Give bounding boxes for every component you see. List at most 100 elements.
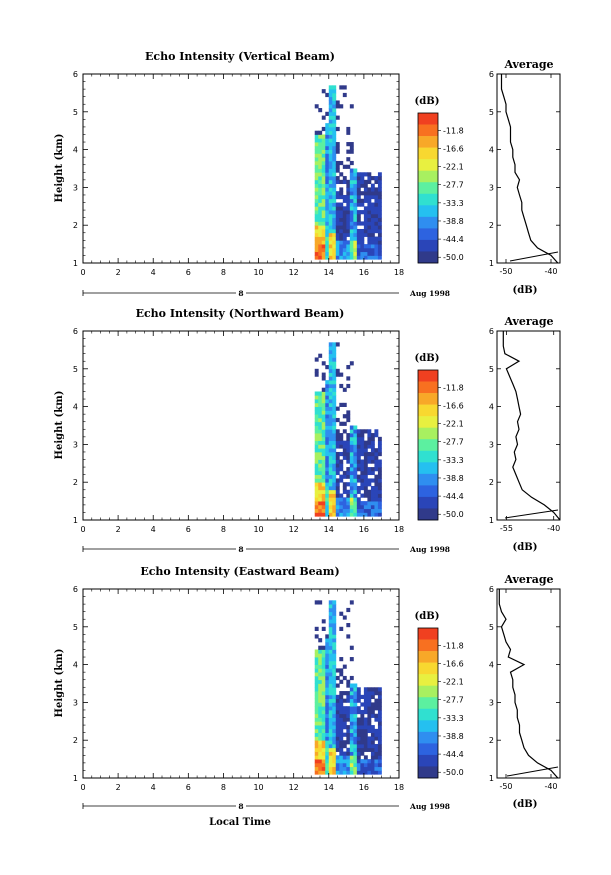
heatmap-cell <box>332 512 337 517</box>
heatmap-cell <box>332 221 337 226</box>
heatmap-cell <box>346 232 351 237</box>
heatmap-cell <box>314 104 319 109</box>
heatmap-cell <box>328 92 333 98</box>
heatmap-cell <box>363 221 368 226</box>
heatmap-cell <box>328 675 333 681</box>
heatmap-cell <box>318 455 323 460</box>
heatmap-cell <box>332 346 337 351</box>
heatmap-cell <box>328 149 333 154</box>
heatmap-cell <box>321 164 326 169</box>
heatmap-cell <box>356 459 361 464</box>
heatmap-cell <box>325 198 330 203</box>
heatmap-cell <box>328 508 333 513</box>
heatmap-cell <box>325 149 330 154</box>
heatmap-cell <box>314 683 319 688</box>
heatmap-cell <box>328 474 333 479</box>
heatmap-cell <box>356 247 361 253</box>
heatmap-cell <box>321 455 326 460</box>
heatmap-cell <box>370 485 375 491</box>
heatmap-cell <box>374 751 379 756</box>
heatmap-cell <box>314 675 319 681</box>
heatmap-cell <box>335 191 340 196</box>
heatmap-cell <box>328 672 333 677</box>
heatmap-cell <box>314 649 319 654</box>
heatmap-cell <box>328 210 333 215</box>
heatmap-cell <box>314 459 319 464</box>
heatmap-cell <box>328 168 333 173</box>
heatmap-cell <box>321 501 326 506</box>
heatmap-cell <box>374 732 379 737</box>
heatmap-cell <box>339 721 344 726</box>
heatmap-cell <box>328 187 333 192</box>
heatmap-cell <box>332 406 337 411</box>
colorbar-tick-label: -33.3 <box>443 456 464 465</box>
heatmap-cell <box>339 213 344 219</box>
heatmap-cell <box>353 687 358 692</box>
heatmap-cell <box>314 417 319 423</box>
heatmap-cell <box>377 732 382 737</box>
heatmap-cell <box>318 232 323 237</box>
profile-y-tick-label: 1 <box>489 516 494 525</box>
heatmap-cell <box>363 474 368 479</box>
heatmap-cell <box>360 751 365 756</box>
heatmap-cell <box>377 255 382 260</box>
heatmap-cell <box>360 478 365 483</box>
colorbar-tick-label: -11.8 <box>443 641 464 650</box>
heatmap-cell <box>377 459 382 464</box>
heatmap-cell <box>318 395 323 400</box>
heatmap-cell <box>346 683 351 688</box>
heatmap-cell <box>353 179 358 185</box>
colorbar-tick-label: -38.8 <box>443 474 464 483</box>
heatmap-cell <box>339 762 344 768</box>
heatmap-cell <box>377 470 382 476</box>
heatmap-cell <box>377 755 382 760</box>
heatmap-cell <box>314 210 319 215</box>
heatmap-cell <box>335 206 340 211</box>
heatmap-cell <box>353 751 358 756</box>
heatmap-cell <box>321 361 326 366</box>
colorbar-segment <box>418 628 438 640</box>
heatmap-cell <box>353 770 358 775</box>
heatmap-cell <box>321 619 326 624</box>
heatmap-cell <box>325 236 330 241</box>
heatmap-cell <box>325 406 330 411</box>
heatmap-cell <box>356 717 361 722</box>
heatmap-cell <box>328 153 333 158</box>
heatmap-cell <box>353 202 358 207</box>
heatmap-cell <box>349 740 354 745</box>
heatmap-cell <box>314 713 319 718</box>
heatmap-cell <box>346 183 351 188</box>
heatmap-cell <box>356 176 361 181</box>
heatmap-cell <box>325 138 330 143</box>
heatmap-cell <box>314 736 319 741</box>
heatmap-cell <box>314 725 319 730</box>
heatmap-cell <box>332 206 337 211</box>
heatmap-cell <box>346 679 351 684</box>
heatmap-cell <box>321 157 326 162</box>
heatmap-cell <box>353 759 358 764</box>
heatmap-cell <box>360 504 365 510</box>
heatmap-cell <box>374 512 379 517</box>
heatmap-cell <box>356 210 361 215</box>
colorbar-tick-label: -44.4 <box>443 235 464 244</box>
heatmap-cell <box>356 698 361 703</box>
date-label: Aug 1998 <box>409 802 450 811</box>
heatmap-cell <box>346 410 351 415</box>
heatmap-cell <box>332 123 337 128</box>
heatmap-cell <box>314 247 319 253</box>
heatmap-cell <box>353 240 358 245</box>
heatmap-cell <box>335 721 340 726</box>
heatmap-cell <box>318 417 323 423</box>
heatmap-cell <box>377 179 382 185</box>
profile-base-line <box>506 766 559 777</box>
heatmap-cell <box>342 210 347 215</box>
heatmap-cell <box>335 762 340 768</box>
y-tick-label: 3 <box>73 183 78 192</box>
heatmap-cell <box>332 395 337 400</box>
heatmap-cell <box>318 459 323 464</box>
heatmap-cell <box>335 406 340 411</box>
heatmap-cell <box>374 770 379 775</box>
profile-title: Average <box>503 573 553 586</box>
heatmap-cell <box>314 664 319 669</box>
heatmap-cell <box>332 228 337 234</box>
